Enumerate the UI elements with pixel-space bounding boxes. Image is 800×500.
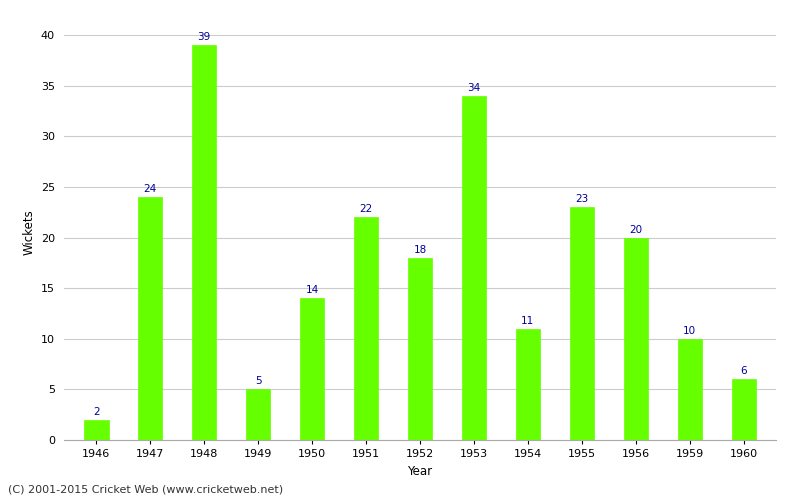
- Text: 34: 34: [467, 83, 481, 93]
- Text: 22: 22: [359, 204, 373, 214]
- Bar: [516, 328, 540, 440]
- Text: (C) 2001-2015 Cricket Web (www.cricketweb.net): (C) 2001-2015 Cricket Web (www.cricketwe…: [8, 485, 283, 495]
- Text: 10: 10: [683, 326, 696, 336]
- Bar: [731, 380, 756, 440]
- Text: 23: 23: [575, 194, 589, 204]
- Bar: [624, 238, 648, 440]
- Bar: [354, 218, 378, 440]
- Text: 2: 2: [93, 406, 100, 416]
- Text: 39: 39: [198, 32, 211, 42]
- Text: 11: 11: [522, 316, 534, 326]
- Text: 24: 24: [144, 184, 157, 194]
- Text: 14: 14: [306, 286, 318, 296]
- Bar: [570, 207, 594, 440]
- Text: 18: 18: [414, 245, 426, 255]
- Bar: [246, 390, 270, 440]
- Text: 5: 5: [255, 376, 262, 386]
- Y-axis label: Wickets: Wickets: [22, 210, 35, 256]
- Bar: [678, 339, 702, 440]
- Text: 6: 6: [740, 366, 747, 376]
- Bar: [300, 298, 324, 440]
- Bar: [462, 96, 486, 440]
- Bar: [192, 45, 216, 440]
- Bar: [84, 420, 109, 440]
- Bar: [138, 197, 162, 440]
- Text: 20: 20: [629, 224, 642, 234]
- Bar: [408, 258, 432, 440]
- X-axis label: Year: Year: [407, 464, 433, 477]
